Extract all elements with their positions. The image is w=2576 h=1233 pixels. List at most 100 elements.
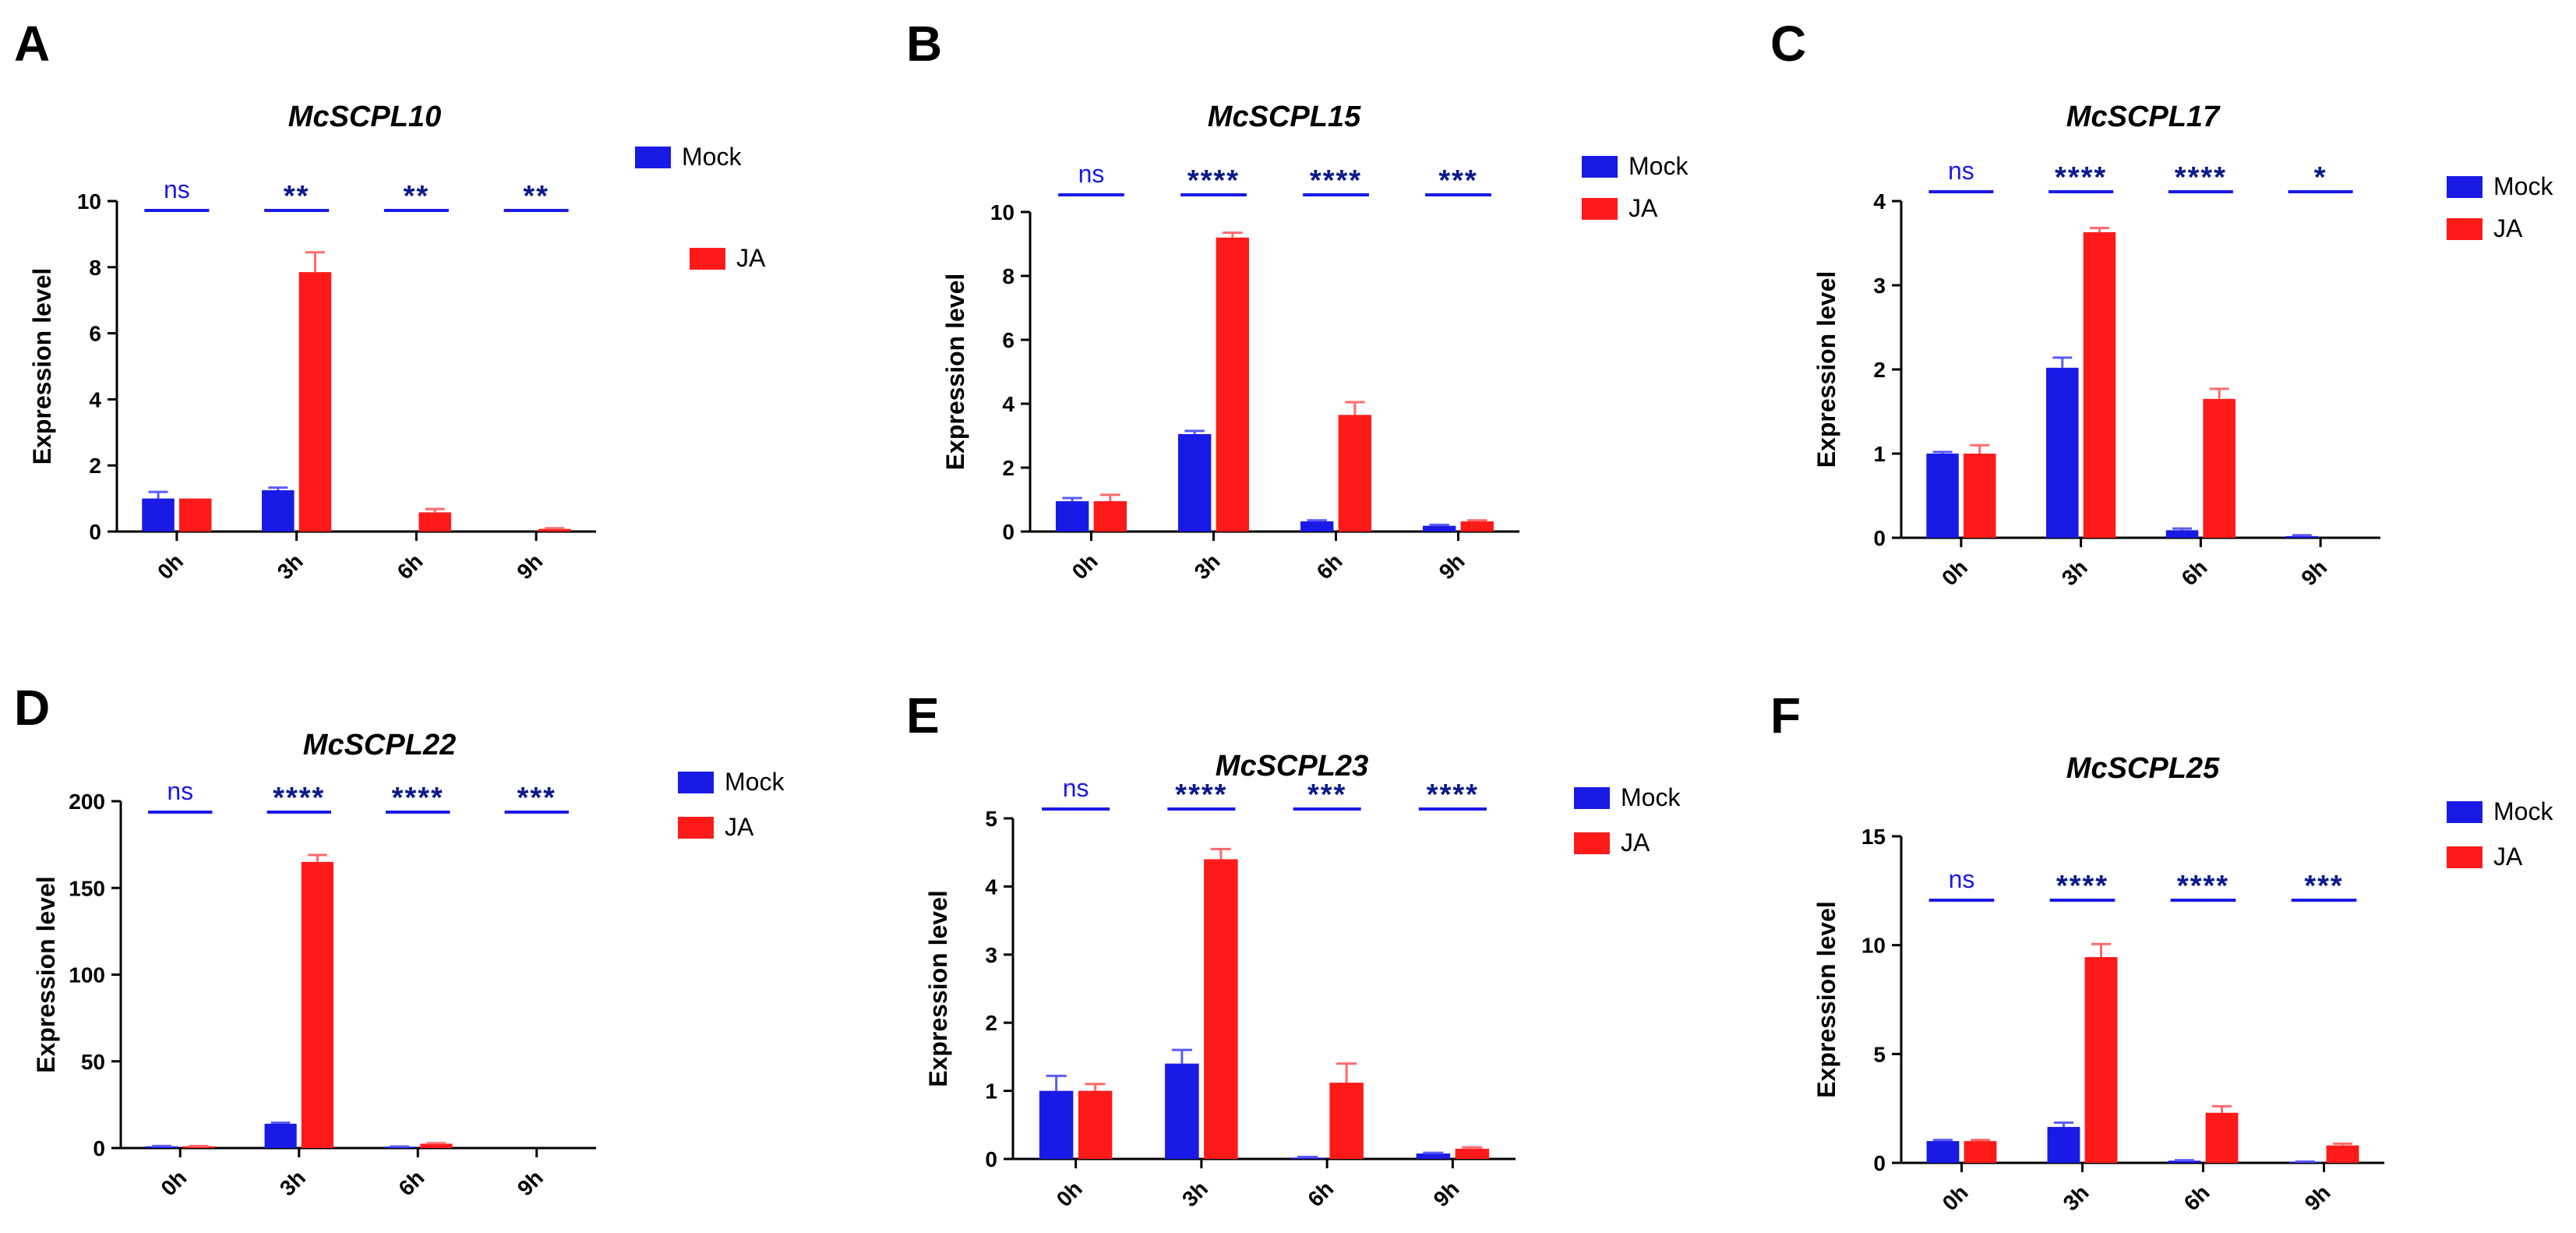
error-bar-mock-3h: [270, 1122, 291, 1125]
x-tick-label: 3h: [2057, 555, 2092, 590]
bar-ja-0h: [182, 1146, 215, 1148]
significance-label: ns: [167, 777, 193, 805]
error-bar-mock-0h: [1932, 1139, 1953, 1142]
y-tick-label: 15: [1861, 825, 1886, 849]
legend-swatch-ja: [1582, 198, 1618, 220]
bar-ja-3h: [2084, 957, 2118, 1163]
bar-mock-0h: [1926, 1141, 1960, 1163]
significance-label: ***: [2304, 870, 2343, 903]
x-tick-label: 6h: [2179, 1180, 2214, 1215]
significance-label: **: [523, 180, 549, 213]
y-tick-label: 0: [985, 1147, 997, 1171]
x-tick-label: 9h: [513, 1165, 548, 1200]
panel-letter: C: [1770, 16, 1806, 72]
chart-panel-e: E McSCPL23 Expression level 0 1 2 3 4 5 0h ns 3h ***…: [906, 687, 1681, 1211]
y-axis-label: Expression level: [32, 876, 60, 1073]
error-bar-mock-3h: [1184, 429, 1205, 434]
legend-label-ja: JA: [1621, 828, 1650, 857]
chart-title: McSCPL15: [1208, 101, 1361, 133]
x-tick-label: 3h: [1190, 549, 1225, 584]
legend-label-mock: Mock: [725, 768, 785, 796]
significance-label: ****: [2175, 161, 2227, 194]
y-tick-label: 1: [1873, 442, 1886, 466]
error-bar-mock-3h: [268, 486, 288, 490]
y-axis-label: Expression level: [28, 268, 56, 465]
error-bar-ja-9h: [2332, 1142, 2353, 1146]
bar-ja-0h: [1964, 1141, 1997, 1163]
y-tick-label: 50: [81, 1050, 105, 1074]
significance-label: ns: [1063, 774, 1089, 802]
y-tick-label: 2: [1002, 456, 1015, 480]
chart-panel-f: F McSCPL25 Expression level 0 5 10 15 0h ns 3h ***…: [1770, 687, 2553, 1215]
legend-swatch-ja: [690, 248, 725, 270]
significance-label: **: [284, 180, 310, 213]
bar-mock-3h: [2047, 1126, 2080, 1163]
y-tick-label: 3: [985, 943, 997, 967]
panel-letter: E: [906, 687, 940, 744]
chart-title: McSCPL22: [303, 729, 456, 761]
significance-label: ns: [1948, 157, 1974, 185]
error-bar-ja-6h: [2211, 1104, 2232, 1113]
y-tick-label: 4: [985, 874, 997, 899]
y-axis-label: Expression level: [1812, 271, 1840, 468]
error-bar-mock-6h: [2172, 527, 2192, 531]
bar-mock-0h: [142, 498, 175, 532]
y-tick-label: 10: [77, 189, 101, 214]
significance-label: ***: [1438, 164, 1477, 197]
bar-mock-9h: [1416, 1154, 1451, 1159]
panel-letter: F: [1770, 687, 1801, 744]
chart-title: McSCPL25: [2066, 752, 2220, 785]
chart-panel-a: A McSCPL10 Expression level 0 2 4 6 8 10 0h ns 3h **…: [14, 16, 766, 584]
x-tick-label: 0h: [156, 1165, 191, 1200]
legend-swatch-mock: [1574, 787, 1610, 809]
bar-ja-3h: [298, 272, 332, 532]
x-tick-label: 6h: [2177, 555, 2212, 590]
x-tick-label: 6h: [1312, 549, 1347, 584]
legend-swatch-mock: [678, 772, 714, 793]
legend-label-ja: JA: [736, 244, 766, 272]
x-tick-label: 9h: [1434, 549, 1470, 584]
y-axis-label: Expression level: [924, 890, 952, 1087]
y-tick-label: 10: [990, 200, 1015, 224]
y-tick-label: 3: [1873, 274, 1886, 298]
significance-label: ****: [2055, 161, 2107, 194]
x-tick-label: 0h: [153, 549, 188, 584]
error-bar-mock-0h: [148, 490, 168, 499]
y-tick-label: 2: [89, 454, 101, 478]
y-tick-label: 8: [89, 256, 101, 280]
x-tick-label: 6h: [393, 1165, 429, 1200]
bar-mock-0h: [1055, 501, 1089, 532]
y-tick-label: 8: [1002, 264, 1015, 288]
y-tick-label: 2: [1873, 358, 1886, 382]
error-bar-ja-3h: [2091, 942, 2112, 958]
y-tick-label: 4: [89, 387, 101, 412]
legend-label-mock: Mock: [2493, 797, 2553, 825]
error-bar-ja-0h: [1970, 443, 1990, 454]
legend-swatch-ja: [2447, 218, 2482, 240]
bar-ja-9h: [1460, 521, 1494, 532]
legend-label-mock: Mock: [682, 143, 742, 171]
bar-mock-3h: [1165, 1063, 1199, 1159]
significance-label: ****: [392, 782, 444, 814]
bar-ja-6h: [1338, 415, 1372, 532]
y-tick-label: 10: [1861, 934, 1886, 958]
bar-ja-3h: [301, 861, 333, 1148]
legend-swatch-ja: [2447, 846, 2482, 868]
bar-ja-9h: [2326, 1145, 2359, 1163]
y-tick-label: 4: [1873, 189, 1886, 214]
x-tick-label: 3h: [2059, 1180, 2094, 1215]
bar-mock-0h: [1926, 454, 1959, 538]
significance-label: ****: [1187, 164, 1240, 197]
x-tick-label: 9h: [2296, 555, 2331, 590]
bar-ja-9h: [538, 528, 571, 532]
error-bar-mock-9h: [2292, 534, 2312, 537]
chart-title: McSCPL23: [1216, 750, 1368, 783]
legend-swatch-ja: [1574, 832, 1610, 854]
panel-letter: B: [906, 16, 942, 72]
legend-label-ja: JA: [725, 813, 754, 841]
x-tick-label: 0h: [1938, 1180, 1973, 1215]
x-tick-label: 3h: [273, 549, 308, 584]
error-bar-mock-3h: [2052, 356, 2073, 368]
significance-label: ns: [1078, 160, 1105, 188]
bar-ja-3h: [1204, 859, 1238, 1159]
